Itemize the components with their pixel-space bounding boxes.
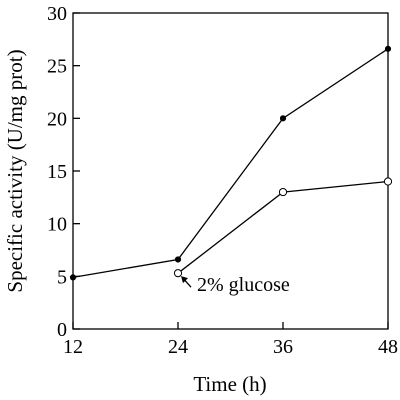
series-1-line (72, 48, 389, 279)
y-tick-label: 0 (57, 319, 67, 341)
y-tick-label: 5 (57, 266, 67, 288)
x-tick-label: 48 (378, 336, 398, 358)
x-axis: 12 24 36 48 (63, 322, 398, 358)
y-tick-label: 20 (47, 108, 67, 130)
x-tick-label: 12 (63, 336, 83, 358)
series-2-point (278, 187, 288, 197)
y-axis: 0 5 10 15 20 25 30 (47, 3, 80, 341)
y-axis-title: Specific activity (U/mg prot) (3, 49, 27, 292)
y-tick-label: 15 (47, 161, 67, 183)
series-1-point (384, 45, 392, 52)
y-tick-label: 30 (47, 3, 67, 25)
annotation-layer: 2% glucose (181, 274, 290, 296)
y-tick-label: 25 (47, 56, 67, 78)
y-tick-label: 10 (47, 214, 67, 236)
annotation-label: 2% glucose (197, 274, 290, 296)
x-axis-title: Time (h) (193, 372, 266, 396)
series-1-point (174, 256, 182, 263)
series-1-point (69, 274, 77, 281)
series-2-point (383, 177, 393, 186)
series-1-point (279, 115, 287, 122)
series-layer (69, 45, 393, 281)
series-2-point (173, 269, 183, 278)
x-tick-label: 24 (168, 336, 188, 358)
x-tick-label: 36 (273, 336, 293, 358)
annotation-arrow (181, 276, 192, 288)
